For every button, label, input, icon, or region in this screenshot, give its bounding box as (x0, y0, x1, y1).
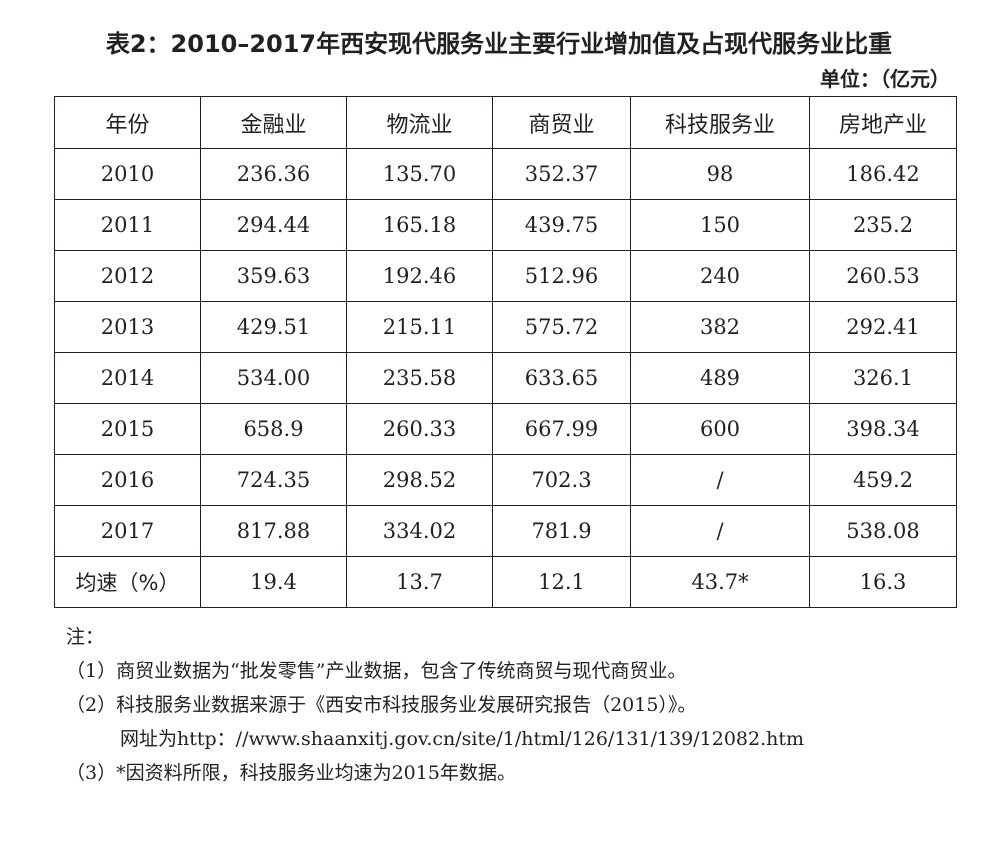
table-row: 2015 658.9 260.33 667.99 600 398.34 (54, 403, 957, 455)
note-3: （3）*因资料所限，科技服务业均速为2015年数据。 (66, 762, 516, 784)
table-cell: 2015 (54, 403, 201, 455)
table-cell: 215.11 (346, 301, 493, 353)
table-cell: 135.70 (346, 148, 493, 200)
table-cell: 352.37 (492, 148, 631, 200)
table-cell: 600 (630, 403, 810, 455)
table-cell: 165.18 (346, 199, 493, 251)
table-cell: 817.88 (200, 505, 347, 557)
col-header-logistics: 物流业 (346, 96, 493, 149)
table-cell: 294.44 (200, 199, 347, 251)
table-cell: 98 (630, 148, 810, 200)
col-header-real-estate: 房地产业 (809, 96, 957, 149)
table-cell: 2017 (54, 505, 201, 557)
table-cell: 439.75 (492, 199, 631, 251)
note-1: （1）商贸业数据为“批发零售”产业数据，包含了传统商贸与现代商贸业。 (66, 660, 687, 682)
table-cell: 489 (630, 352, 810, 404)
table-cell: 235.2 (809, 199, 957, 251)
table-row: 2017 817.88 334.02 781.9 / 538.08 (54, 505, 957, 557)
table-cell: 398.34 (809, 403, 957, 455)
table-cell: 575.72 (492, 301, 631, 353)
table-cell: 512.96 (492, 250, 631, 302)
table-cell: 2011 (54, 199, 201, 251)
average-growth-row: 均速（%） 19.4 13.7 12.1 43.7* 16.3 (54, 556, 957, 608)
table-cell: 150 (630, 199, 810, 251)
table-cell: 2010 (54, 148, 201, 200)
table-cell: 240 (630, 250, 810, 302)
table-title: 表2：2010–2017年西安现代服务业主要行业增加值及占现代服务业比重 (105, 30, 893, 58)
table-cell: 633.65 (492, 352, 631, 404)
table-row: 2014 534.00 235.58 633.65 489 326.1 (54, 352, 957, 404)
table-cell: 192.46 (346, 250, 493, 302)
table-cell: 326.1 (809, 352, 957, 404)
table-cell: / (630, 505, 810, 557)
table-cell: 19.4 (200, 556, 347, 608)
table-row: 2013 429.51 215.11 575.72 382 292.41 (54, 301, 957, 353)
col-header-year: 年份 (54, 96, 201, 149)
notes-heading: 注： (66, 626, 105, 648)
table-cell: 658.9 (200, 403, 347, 455)
table-cell: 43.7* (630, 556, 810, 608)
note-2-url: 网址为http：//www.shaanxitj.gov.cn/site/1/ht… (120, 728, 805, 750)
table-cell: 298.52 (346, 454, 493, 506)
table-cell: 429.51 (200, 301, 347, 353)
table-cell: 2012 (54, 250, 201, 302)
table-cell: 13.7 (346, 556, 493, 608)
table-cell: 781.9 (492, 505, 631, 557)
table-cell: 均速（%） (54, 556, 201, 608)
table-cell: / (630, 454, 810, 506)
col-header-tech-services: 科技服务业 (630, 96, 810, 149)
table-cell: 2016 (54, 454, 201, 506)
unit-label: 单位：（亿元） (820, 67, 950, 91)
note-2: （2）科技服务业数据来源于《西安市科技服务业发展研究报告（2015）》。 (66, 694, 697, 716)
table-cell: 334.02 (346, 505, 493, 557)
table-cell: 186.42 (809, 148, 957, 200)
table-row: 2010 236.36 135.70 352.37 98 186.42 (54, 148, 957, 200)
table-cell: 359.63 (200, 250, 347, 302)
table-cell: 534.00 (200, 352, 347, 404)
table-cell: 236.36 (200, 148, 347, 200)
table-cell: 702.3 (492, 454, 631, 506)
table-cell: 292.41 (809, 301, 957, 353)
table-cell: 667.99 (492, 403, 631, 455)
header-row: 年份 金融业 物流业 商贸业 科技服务业 房地产业 (54, 96, 957, 149)
table-row: 2012 359.63 192.46 512.96 240 260.53 (54, 250, 957, 302)
table-cell: 260.33 (346, 403, 493, 455)
table-cell: 260.53 (809, 250, 957, 302)
table-row: 2016 724.35 298.52 702.3 / 459.2 (54, 454, 957, 506)
table-row: 2011 294.44 165.18 439.75 150 235.2 (54, 199, 957, 251)
table-cell: 382 (630, 301, 810, 353)
table-cell: 2014 (54, 352, 201, 404)
table-cell: 538.08 (809, 505, 957, 557)
col-header-finance: 金融业 (200, 96, 347, 149)
col-header-commerce: 商贸业 (492, 96, 631, 149)
table-cell: 12.1 (492, 556, 631, 608)
table-cell: 16.3 (809, 556, 957, 608)
notes-section: 注： （1）商贸业数据为“批发零售”产业数据，包含了传统商贸与现代商贸业。 （2… (66, 620, 966, 790)
data-table: 年份 金融业 物流业 商贸业 科技服务业 房地产业 2010 236.36 13… (54, 96, 957, 608)
table-cell: 235.58 (346, 352, 493, 404)
table-cell: 459.2 (809, 454, 957, 506)
table-cell: 2013 (54, 301, 201, 353)
table-cell: 724.35 (200, 454, 347, 506)
